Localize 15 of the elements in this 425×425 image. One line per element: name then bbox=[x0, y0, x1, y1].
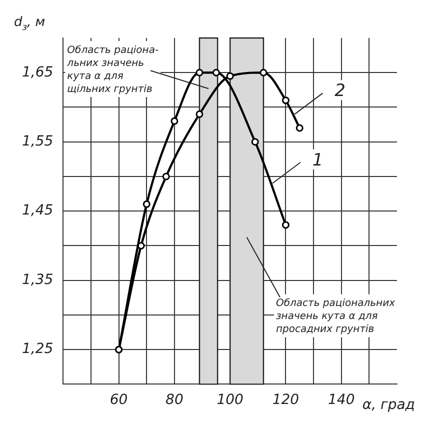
x-tick-label: 140 bbox=[328, 392, 355, 408]
y-tick-label: 1,25 bbox=[22, 341, 54, 358]
text: 2 bbox=[334, 81, 346, 102]
y-tick-label: 1,35 bbox=[22, 272, 54, 288]
text: 1 bbox=[312, 150, 324, 170]
y-tick-label: 1,65 bbox=[22, 64, 54, 80]
x-tick-label: 120 bbox=[272, 392, 300, 408]
annotation: Область раціона- льних значень кута α для щільних грунтів bbox=[66, 45, 159, 95]
x-tick-label: 60 bbox=[110, 392, 128, 408]
y-tick-label: 1,45 bbox=[22, 202, 54, 219]
x-tick-label: 80 bbox=[166, 392, 184, 408]
y-tick-label: 1,55 bbox=[22, 134, 54, 150]
x-axis-title: α, град bbox=[362, 397, 415, 414]
annotation: Область раціональних значень кута α для просадних грунтів bbox=[276, 298, 396, 336]
x-tick-label: 100 bbox=[216, 392, 244, 408]
